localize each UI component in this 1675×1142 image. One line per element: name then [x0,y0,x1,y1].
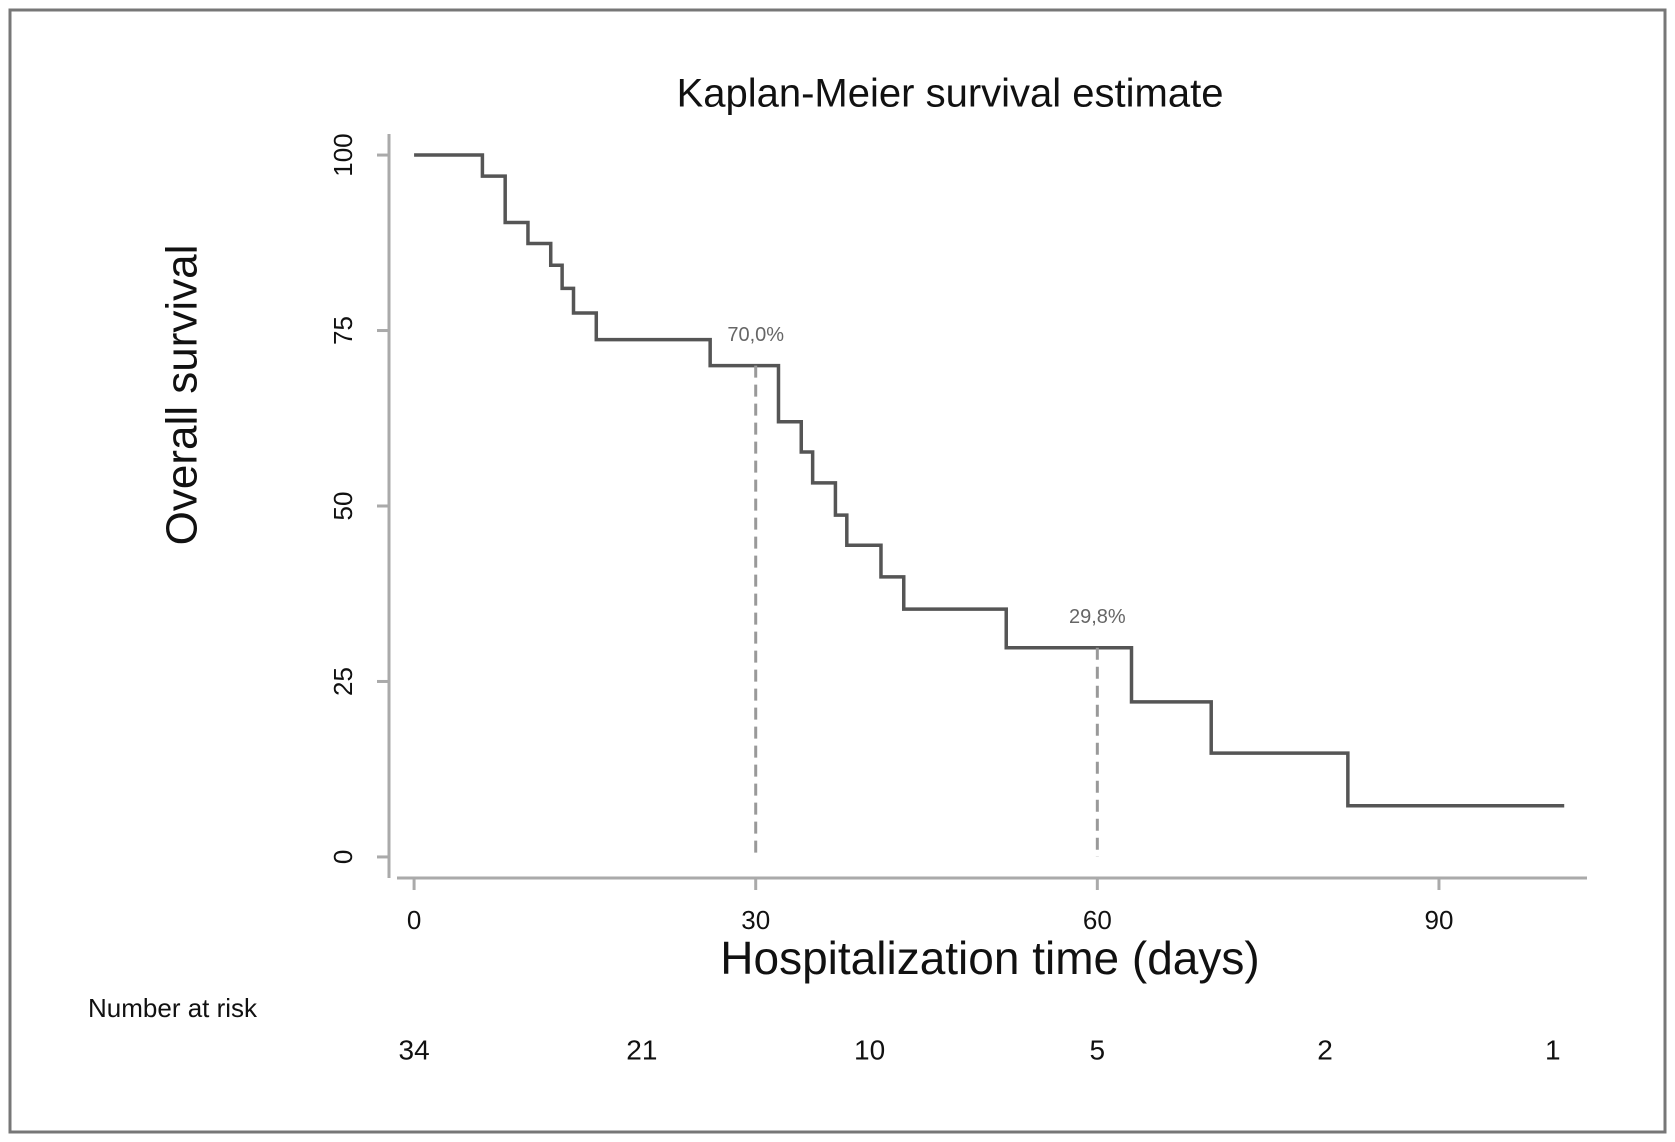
survival-line [414,153,1565,808]
risk-table-label: Number at risk [88,993,258,1023]
annotation-label: 29,8% [1069,606,1126,628]
x-tick-label: 60 [1083,905,1112,935]
x-tick-label: 0 [407,905,421,935]
risk-count: 2 [1317,1034,1333,1065]
y-tick-label: 50 [328,492,358,521]
y-tick-label: 75 [328,316,358,345]
annotation-label: 70,0% [727,324,784,346]
x-tick-label: 90 [1425,905,1454,935]
frame [8,8,1667,1134]
y-tick-label: 100 [328,133,358,176]
risk-count: 34 [399,1034,430,1065]
y-tick-label: 0 [328,850,358,864]
chart-title: Kaplan-Meier survival estimate [677,72,1224,116]
risk-count: 21 [626,1034,657,1065]
x-tick-label: 30 [741,905,770,935]
y-axis-label: Overall survival [158,245,207,546]
y-tick-label: 25 [328,667,358,696]
x-axis-label: Hospitalization time (days) [720,932,1259,984]
risk-count: 10 [854,1034,885,1065]
risk-count: 5 [1090,1034,1106,1065]
risk-count: 1 [1545,1034,1561,1065]
